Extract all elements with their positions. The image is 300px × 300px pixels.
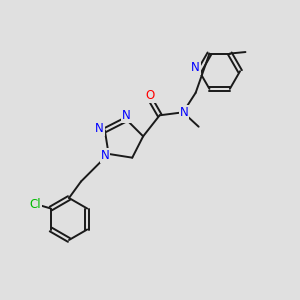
Text: N: N [95, 122, 104, 135]
Text: Cl: Cl [29, 197, 41, 211]
Text: N: N [180, 106, 188, 119]
Text: N: N [100, 149, 109, 162]
Text: N: N [122, 109, 130, 122]
Text: O: O [146, 89, 155, 102]
Text: N: N [191, 61, 200, 74]
